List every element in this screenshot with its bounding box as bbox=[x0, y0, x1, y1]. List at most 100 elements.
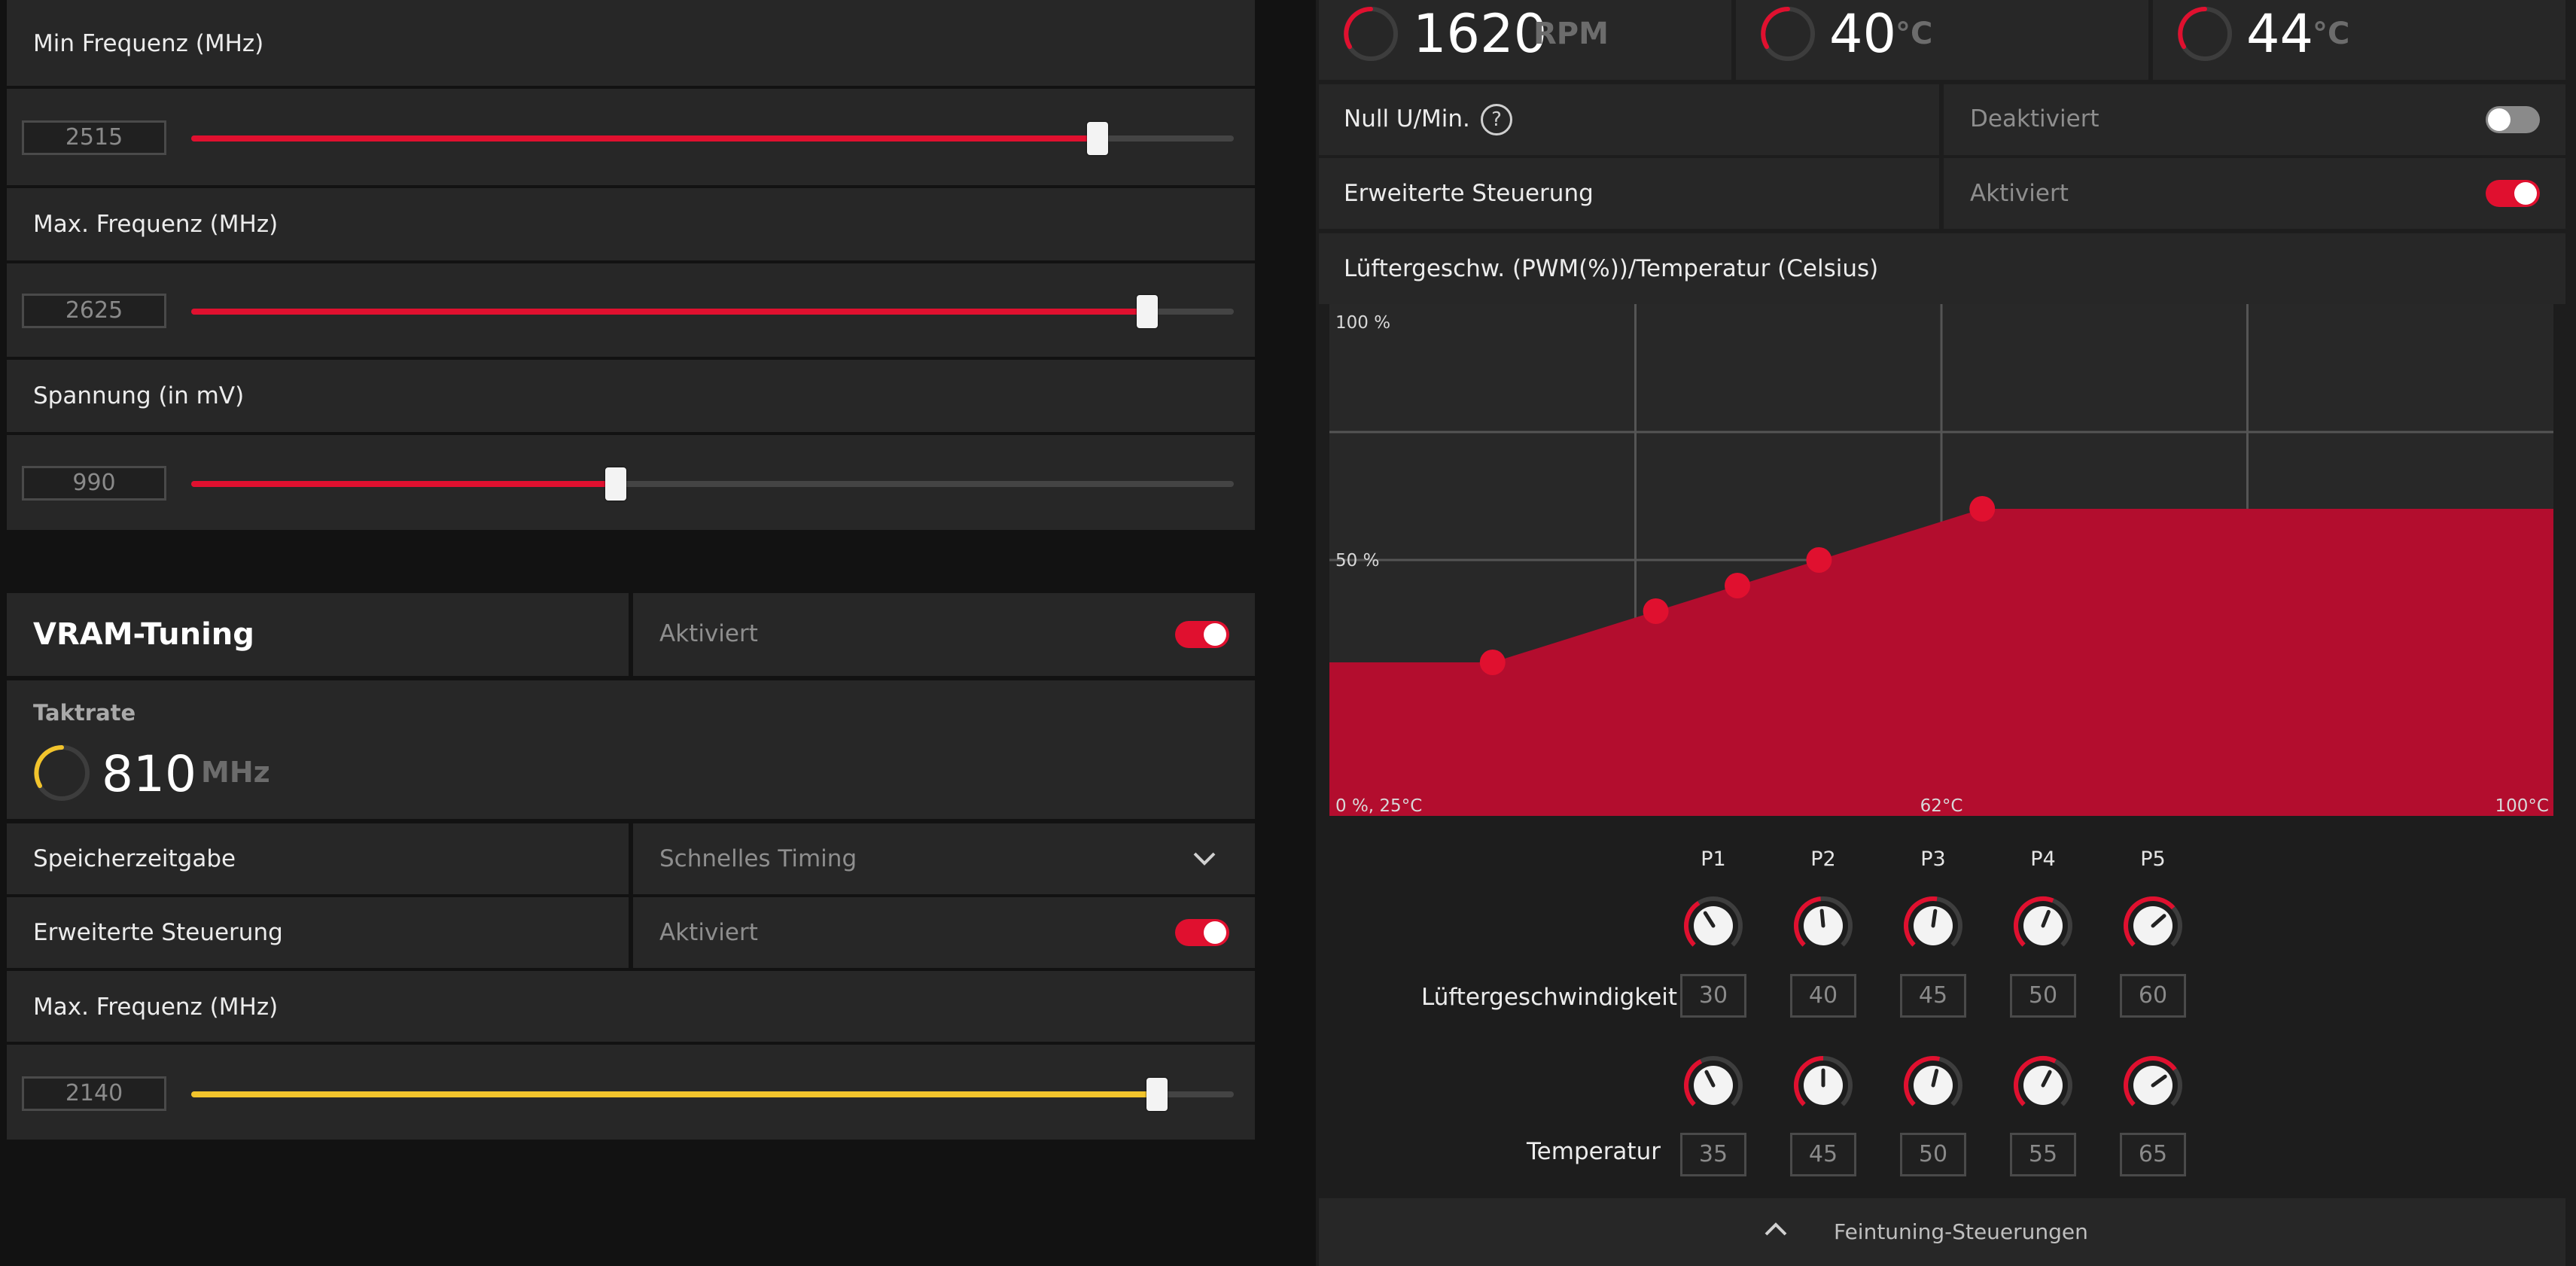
fan-advanced-label-cell: Erweiterte Steuerung bbox=[1319, 158, 1939, 229]
fan-speed-input-p4[interactable]: 50 bbox=[2010, 974, 2076, 1018]
fan-advanced-toggle-knob bbox=[2514, 182, 2537, 205]
memory-timing-dropdown[interactable]: Schnelles Timing bbox=[633, 823, 1255, 894]
fan-speed-row-label: Lüftergeschwindigkeit bbox=[1421, 984, 1678, 1011]
zero-rpm-toggle-knob bbox=[2488, 108, 2511, 131]
vram-clock-label: Taktrate bbox=[33, 700, 136, 726]
fan-advanced-value-cell: Aktiviert bbox=[1944, 158, 2565, 229]
temp2-value: 44 bbox=[2246, 3, 2314, 65]
memory-timing-value: Schnelles Timing bbox=[659, 845, 857, 872]
memory-timing-label-cell: Speicherzeitgabe bbox=[7, 823, 629, 894]
vram-title: VRAM-Tuning bbox=[33, 617, 254, 652]
rpm-gauge-icon bbox=[1344, 7, 1398, 61]
fan-temp-input-p1[interactable]: 35 bbox=[1680, 1133, 1746, 1176]
temperature-gauge-icon bbox=[1761, 7, 1815, 61]
fan-rpm-card: 1620 RPM bbox=[1319, 0, 1731, 80]
min-freq-slider[interactable] bbox=[191, 122, 1234, 155]
zero-rpm-toggle[interactable] bbox=[2486, 106, 2540, 133]
vram-advanced-toggle[interactable] bbox=[1175, 919, 1229, 946]
vram-advanced-toggle-knob bbox=[1204, 921, 1226, 944]
fan-temp-knob-p1[interactable] bbox=[1680, 1052, 1746, 1118]
curve-point-p5[interactable] bbox=[1969, 496, 1996, 522]
min-freq-input[interactable]: 2515 bbox=[22, 120, 166, 155]
fan-speed-input-p5[interactable]: 60 bbox=[2120, 974, 2186, 1018]
help-icon[interactable]: ? bbox=[1481, 104, 1512, 135]
voltage-slider-thumb[interactable] bbox=[604, 467, 626, 501]
fan-temp-input-p3[interactable]: 50 bbox=[1900, 1133, 1966, 1176]
voltage-input[interactable]: 990 bbox=[22, 466, 166, 501]
x-tick-label-min: 0 %, 25°C bbox=[1335, 796, 1422, 816]
fan-advanced-toggle[interactable] bbox=[2486, 180, 2540, 207]
vram-advanced-label-cell: Erweiterte Steuerung bbox=[7, 897, 629, 968]
temperature-gauge-icon bbox=[2178, 7, 2232, 61]
fan-speed-input-p1[interactable]: 30 bbox=[1680, 974, 1746, 1018]
fan-temp-knob-p3[interactable] bbox=[1900, 1052, 1966, 1118]
fan-speed-knob-p3[interactable] bbox=[1900, 893, 1966, 959]
vram-max-freq-input[interactable]: 2140 bbox=[22, 1076, 166, 1111]
max-freq-input[interactable]: 2625 bbox=[22, 294, 166, 328]
point-label-p2: P2 bbox=[1810, 848, 1836, 871]
chevron-up-icon bbox=[1765, 1222, 1787, 1236]
max-freq-row: 2625 bbox=[7, 263, 1255, 357]
fan-speed-input-p3[interactable]: 45 bbox=[1900, 974, 1966, 1018]
fan-curve-title: Lüftergeschw. (PWM(%))/Temperatur (Celsi… bbox=[1344, 255, 1879, 282]
vram-clock-gauge-icon bbox=[34, 745, 90, 801]
vram-clock-panel: Taktrate 810 MHz bbox=[7, 680, 1255, 819]
point-label-p1: P1 bbox=[1701, 848, 1726, 871]
fan-speed-knob-p4[interactable] bbox=[2010, 893, 2076, 959]
vram-max-freq-slider-thumb[interactable] bbox=[1146, 1078, 1168, 1111]
vram-clock-unit: MHz bbox=[201, 756, 270, 789]
voltage-label: Spannung (in mV) bbox=[33, 382, 245, 409]
fan-temp-input-p2[interactable]: 45 bbox=[1790, 1133, 1856, 1176]
curve-point-p4[interactable] bbox=[1806, 547, 1832, 573]
fan-temp-knob-p4[interactable] bbox=[2010, 1052, 2076, 1118]
voltage-slider-fill bbox=[191, 481, 616, 487]
fan-speed-input-p2[interactable]: 40 bbox=[1790, 974, 1856, 1018]
fan-curve-chart[interactable]: 100 % 50 % 0 %, 25°C 62°C 100°C bbox=[1329, 304, 2553, 816]
max-freq-header: Max. Frequenz (MHz) bbox=[7, 188, 1255, 260]
voltage-row: 990 bbox=[7, 435, 1255, 530]
fan-temp-row-label: Temperatur bbox=[1527, 1138, 1661, 1165]
vram-max-freq-slider-fill bbox=[191, 1091, 1157, 1097]
curve-point-p3[interactable] bbox=[1725, 573, 1750, 598]
fan-temp-knob-p2[interactable] bbox=[1790, 1052, 1856, 1118]
fan-temp1-card: 40 °C bbox=[1736, 0, 2148, 80]
curve-point-p2[interactable] bbox=[1643, 598, 1669, 624]
voltage-header: Spannung (in mV) bbox=[7, 360, 1255, 432]
min-freq-slider-thumb[interactable] bbox=[1086, 122, 1108, 155]
point-label-p4: P4 bbox=[2030, 848, 2056, 871]
fine-tuning-footer[interactable]: Feintuning-Steuerungen bbox=[1319, 1198, 2565, 1266]
rpm-value: 1620 bbox=[1413, 3, 1548, 65]
memory-timing-label: Speicherzeitgabe bbox=[33, 845, 236, 872]
fan-speed-knob-p2[interactable] bbox=[1790, 893, 1856, 959]
vram-status-cell: Aktiviert bbox=[633, 593, 1255, 676]
max-freq-slider[interactable] bbox=[191, 295, 1234, 328]
fan-temp-input-p5[interactable]: 65 bbox=[2120, 1133, 2186, 1176]
vram-toggle-knob bbox=[1204, 623, 1226, 646]
temp1-unit: °C bbox=[1895, 17, 1933, 51]
vram-toggle[interactable] bbox=[1175, 621, 1229, 648]
min-freq-label: Min Frequenz (MHz) bbox=[33, 30, 264, 57]
point-label-p5: P5 bbox=[2140, 848, 2166, 871]
min-freq-slider-fill bbox=[191, 135, 1098, 142]
rpm-unit: RPM bbox=[1533, 17, 1609, 51]
fan-temp-input-p4[interactable]: 55 bbox=[2010, 1133, 2076, 1176]
fan-advanced-label: Erweiterte Steuerung bbox=[1344, 180, 1594, 207]
fan-temp-knob-p5[interactable] bbox=[2120, 1052, 2186, 1118]
vram-advanced-label: Erweiterte Steuerung bbox=[33, 919, 283, 946]
vram-max-freq-slider[interactable] bbox=[191, 1078, 1234, 1111]
y-tick-label-mid: 50 % bbox=[1335, 551, 1379, 571]
y-tick-label-max: 100 % bbox=[1335, 313, 1390, 333]
fan-curve-area bbox=[1329, 509, 2553, 816]
zero-rpm-value: Deaktiviert bbox=[1970, 105, 2099, 132]
x-tick-label-mid: 62°C bbox=[1920, 796, 1963, 816]
fine-tuning-label: Feintuning-Steuerungen bbox=[1834, 1219, 2088, 1244]
vram-title-cell: VRAM-Tuning bbox=[7, 593, 629, 676]
max-freq-slider-thumb[interactable] bbox=[1137, 295, 1159, 328]
fan-speed-knob-p1[interactable] bbox=[1680, 893, 1746, 959]
chevron-down-icon bbox=[1193, 852, 1216, 866]
curve-point-p1[interactable] bbox=[1479, 650, 1506, 675]
vram-max-freq-header: Max. Frequenz (MHz) bbox=[7, 971, 1255, 1042]
fan-speed-knob-p5[interactable] bbox=[2120, 893, 2186, 959]
voltage-slider[interactable] bbox=[191, 467, 1234, 501]
vram-max-freq-row: 2140 bbox=[7, 1045, 1255, 1140]
